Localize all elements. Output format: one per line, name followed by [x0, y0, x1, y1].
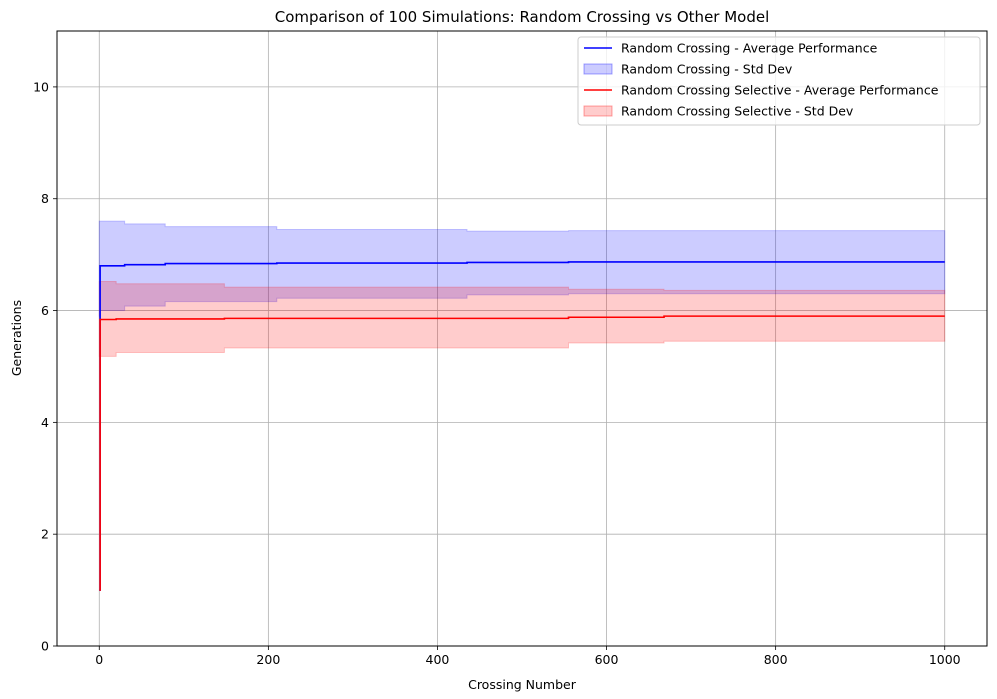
chart-title: Comparison of 100 Simulations: Random Cr…: [275, 8, 770, 26]
average-lines: [99, 261, 945, 591]
axis-ticks: 0 200 400 600 800 1000 0 2 4 6 8 10: [33, 79, 961, 667]
legend-label: Random Crossing - Average Performance: [621, 41, 878, 56]
legend-label: Random Crossing Selective - Std Dev: [621, 104, 854, 119]
x-axis-label: Crossing Number: [468, 677, 577, 692]
std-dev-band-0: [98, 220, 946, 317]
x-tick-label: 1000: [929, 652, 961, 667]
x-tick-label: 600: [595, 652, 619, 667]
y-tick-label: 2: [41, 527, 49, 542]
average-line-1: [99, 315, 945, 591]
y-tick-label: 8: [41, 191, 49, 206]
x-tick-label: 400: [426, 652, 450, 667]
y-tick-label: 4: [41, 415, 49, 430]
y-tick-label: 6: [41, 303, 49, 318]
legend-band-swatch: [583, 105, 613, 117]
y-tick-label: 10: [33, 79, 49, 94]
y-axis-label: Generations: [9, 300, 24, 376]
average-line-0: [99, 261, 945, 591]
legend-box: [577, 36, 981, 126]
plot-area-frame: [56, 30, 988, 647]
x-tick-label: 800: [764, 652, 788, 667]
legend-label: Random Crossing Selective - Average Perf…: [621, 83, 939, 98]
x-tick-label: 0: [95, 652, 103, 667]
x-tick-label: 200: [256, 652, 280, 667]
legend-label: Random Crossing - Std Dev: [621, 62, 793, 77]
y-tick-label: 0: [41, 639, 49, 654]
legend: Random Crossing - Average Performance Ran…: [577, 36, 981, 126]
std-dev-bands: [98, 220, 946, 357]
legend-band-swatch: [583, 63, 613, 75]
